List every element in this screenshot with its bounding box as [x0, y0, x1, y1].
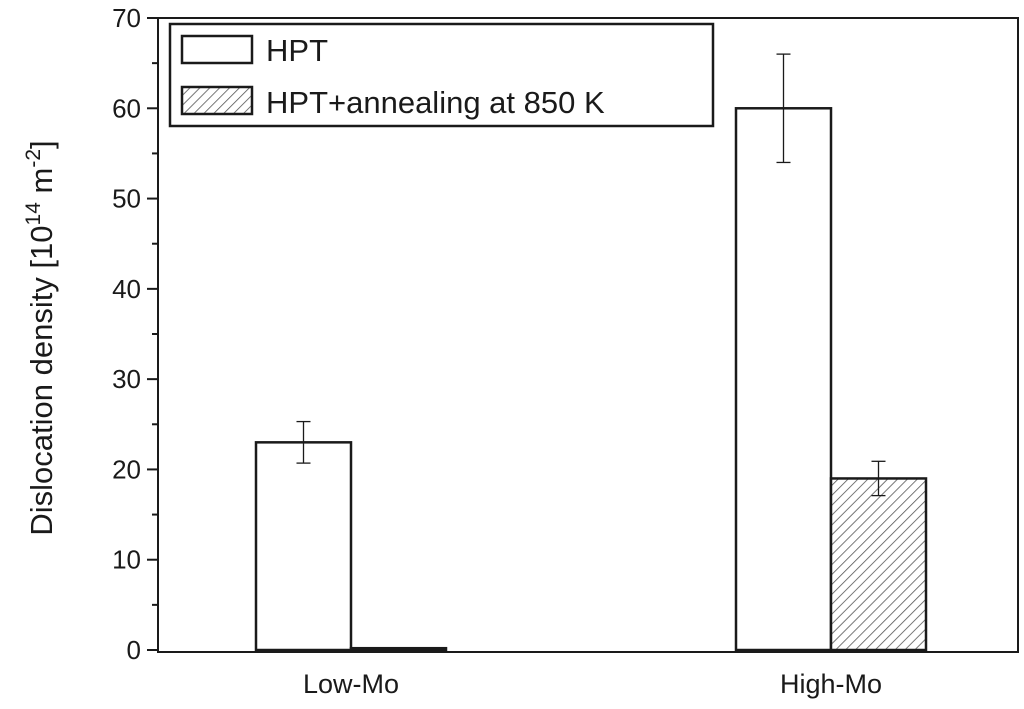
y-tick-label: 70	[112, 3, 141, 33]
bar-high-mo-annealed	[829, 477, 928, 652]
y-tick-label: 10	[112, 545, 141, 575]
y-tick-label: 40	[112, 274, 141, 304]
y-tick-label: 20	[112, 454, 141, 484]
legend-swatch-hpt	[180, 34, 254, 65]
x-category-label: Low-Mo	[303, 669, 399, 699]
legend: HPT HPT+annealing at 850 K	[168, 22, 715, 128]
legend-swatch-annealed	[180, 85, 254, 116]
bar-low-mo-annealed	[349, 646, 448, 652]
legend-label-annealed: HPT+annealing at 850 K	[266, 85, 605, 120]
y-tick-label: 60	[112, 93, 141, 123]
x-axis-category-labels: Low-Mo High-Mo	[303, 669, 882, 699]
y-tick-label: 30	[112, 364, 141, 394]
y-axis-label: Dislocation density [1014 m-2]	[22, 140, 59, 535]
y-tick-label: 50	[112, 184, 141, 214]
legend-box	[168, 22, 715, 128]
x-category-label: High-Mo	[780, 669, 882, 699]
y-axis-ticks	[147, 17, 158, 651]
y-tick-label: 0	[127, 635, 141, 665]
bars	[254, 107, 928, 652]
error-bars	[296, 53, 886, 497]
y-axis-tick-labels: 0 10 20 30 40 50 60 70	[112, 3, 141, 665]
bar-high-mo-hpt	[734, 107, 833, 652]
bar-low-mo-hpt	[254, 441, 353, 652]
legend-label-hpt: HPT	[266, 33, 328, 68]
